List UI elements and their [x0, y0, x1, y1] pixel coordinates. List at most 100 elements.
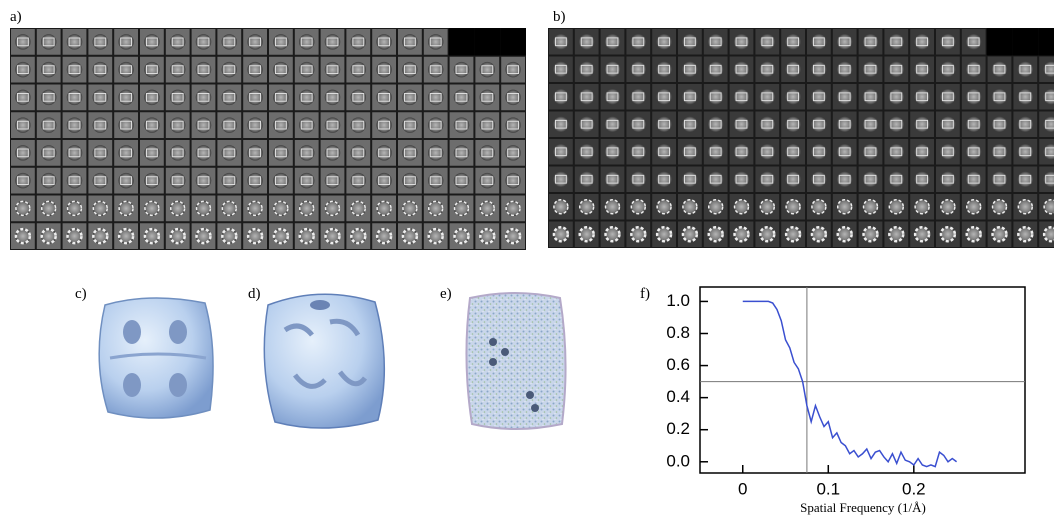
particle — [40, 200, 57, 217]
band — [787, 92, 800, 102]
cell — [754, 55, 781, 83]
band — [993, 119, 1006, 129]
map-c — [98, 297, 214, 419]
band — [761, 64, 774, 74]
particle — [144, 200, 160, 217]
y-tick-label: 0.6 — [666, 355, 690, 374]
ring — [15, 200, 31, 217]
band — [68, 37, 81, 47]
band — [197, 37, 210, 47]
band — [120, 65, 133, 74]
empty-cell — [1038, 28, 1054, 56]
cell — [857, 165, 884, 193]
band — [455, 65, 468, 74]
band — [274, 148, 287, 158]
ring — [350, 227, 367, 245]
band — [554, 147, 567, 157]
cell — [113, 83, 139, 112]
ring — [991, 199, 1008, 215]
band — [223, 148, 236, 158]
band — [429, 148, 442, 158]
band — [378, 93, 391, 102]
ring — [991, 226, 1008, 243]
particle — [991, 226, 1008, 242]
band — [94, 176, 107, 185]
particle — [144, 228, 160, 244]
ring — [169, 227, 186, 245]
band — [507, 120, 520, 130]
cell — [599, 28, 626, 56]
band — [709, 92, 722, 102]
ring — [552, 226, 570, 243]
ring — [92, 200, 109, 217]
band — [145, 148, 158, 158]
band — [171, 120, 184, 130]
band — [326, 176, 339, 185]
empty-cell — [986, 28, 1013, 56]
ring — [784, 226, 802, 243]
band — [197, 65, 210, 74]
particle — [247, 228, 263, 244]
cell — [500, 194, 527, 223]
band — [249, 120, 262, 130]
ring — [14, 227, 32, 245]
ring — [1042, 226, 1054, 243]
band — [274, 176, 287, 185]
band — [171, 93, 184, 102]
band — [735, 37, 748, 47]
ring — [836, 199, 853, 215]
band — [378, 176, 391, 185]
band — [632, 64, 645, 74]
particle — [247, 200, 263, 217]
band — [197, 176, 210, 185]
band — [300, 93, 313, 102]
band — [864, 64, 877, 74]
ring — [350, 200, 367, 217]
particle — [811, 226, 827, 242]
particle — [707, 226, 724, 242]
band — [94, 148, 107, 158]
band — [916, 119, 929, 129]
particle — [195, 228, 212, 244]
particle — [1017, 226, 1034, 242]
ring — [733, 226, 750, 243]
band — [554, 92, 567, 102]
ring — [221, 227, 238, 245]
band — [993, 174, 1006, 184]
particle — [604, 199, 621, 215]
band — [1045, 119, 1054, 129]
band — [838, 119, 851, 129]
cell — [61, 28, 88, 56]
band — [68, 176, 81, 185]
band — [249, 148, 262, 158]
cell — [625, 28, 652, 56]
particle — [298, 200, 315, 217]
map-e — [465, 292, 567, 430]
panel-label: f) — [640, 286, 650, 302]
particle — [914, 226, 930, 242]
band — [658, 119, 671, 129]
band — [838, 37, 851, 47]
band — [481, 176, 494, 185]
cell — [35, 111, 62, 139]
x-axis-label: Spatial Frequency (1/Å) — [800, 500, 926, 515]
band — [580, 92, 593, 102]
ring — [273, 200, 289, 217]
ring — [272, 227, 290, 245]
band — [94, 65, 107, 74]
ring — [1017, 226, 1034, 243]
band — [171, 176, 184, 185]
band — [223, 120, 236, 130]
y-tick-label: 0.4 — [666, 387, 690, 406]
band — [120, 176, 133, 185]
ring — [578, 199, 595, 215]
ring — [888, 226, 905, 243]
empty-cell — [500, 28, 526, 56]
band — [300, 176, 313, 185]
particle — [376, 200, 392, 217]
band — [455, 148, 468, 158]
band — [658, 92, 671, 102]
band — [145, 65, 158, 74]
ring — [655, 226, 673, 243]
band — [787, 119, 800, 129]
